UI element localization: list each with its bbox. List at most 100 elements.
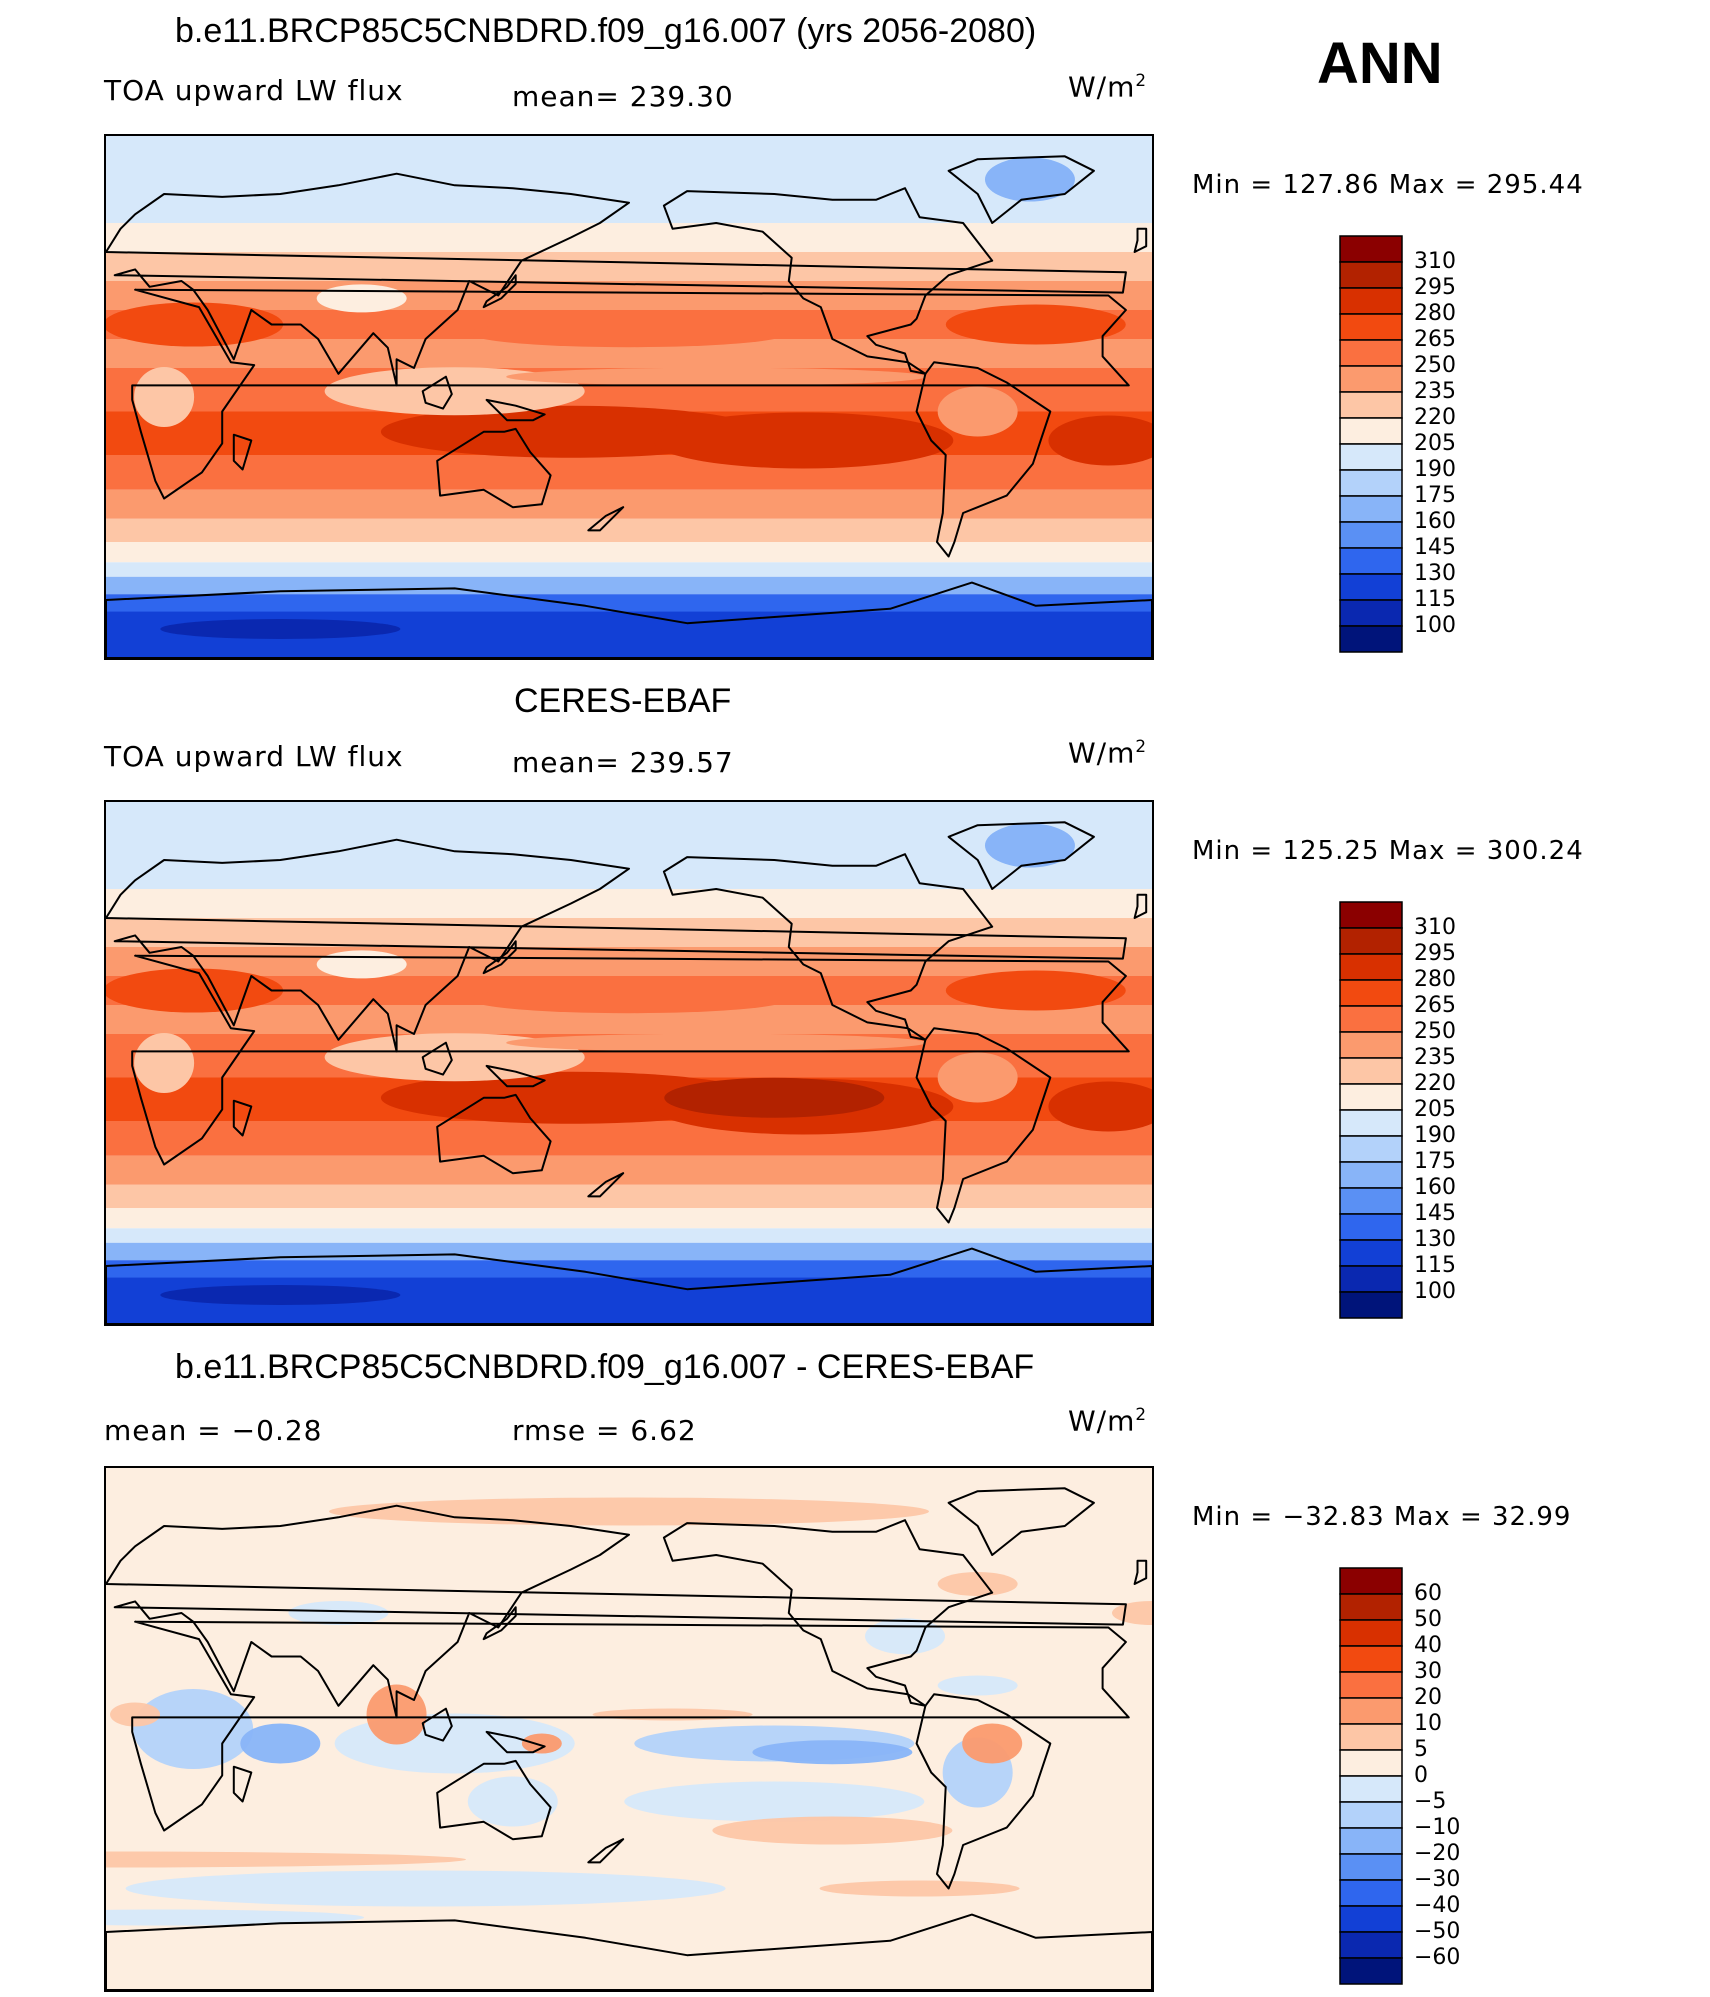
- panel-2-coastline: [662, 853, 994, 1041]
- panel-2-mean-label: mean= 239.57: [512, 746, 734, 779]
- panel-2-colorbar-tick-label: 250: [1414, 1019, 1456, 1044]
- panel-1-colorbar-swatch: [1339, 391, 1403, 419]
- panel-1-colorbar-tick-label: 175: [1414, 483, 1456, 508]
- panel-2-coastline: [947, 821, 1095, 890]
- panel-2-coastline: [485, 1064, 546, 1088]
- panel-1-coastline: [947, 155, 1095, 224]
- panel-3-units: W/m2: [1068, 1404, 1148, 1438]
- panel-3-colorbar-tick-label: 30: [1414, 1659, 1442, 1684]
- panel-3-rmse-label: rmse = 6.62: [512, 1414, 697, 1447]
- panel-1-variable-label: TOA upward LW flux: [104, 74, 404, 107]
- panel-3-colorbar-tick-label: −60: [1414, 1945, 1461, 1970]
- panel-1-colorbar-swatch: [1339, 469, 1403, 497]
- panel-3-mean-label: mean = −0.28: [104, 1414, 323, 1447]
- panel-1-colorbar-tick-label: 100: [1414, 613, 1456, 638]
- panel-3-colorbar-tick-label: 20: [1414, 1685, 1442, 1710]
- panel-1-colorbar-tick-label: 160: [1414, 509, 1456, 534]
- panel-3-colorbar-tick-label: 0: [1414, 1763, 1428, 1788]
- panel-1-coastline: [485, 398, 546, 422]
- panel-2-coastline: [106, 838, 1127, 1053]
- panel-3-colorbar-swatch: [1339, 1801, 1403, 1829]
- panel-2-colorbar-swatch: [1339, 927, 1403, 955]
- panel-1-colorbar-tick-label: 310: [1414, 249, 1456, 274]
- panel-1-colorbar-swatch: [1339, 599, 1403, 627]
- panel-2-coastline: [131, 954, 1130, 1166]
- panel-1-coastline: [662, 187, 994, 375]
- panel-2-variable-label: TOA upward LW flux: [104, 740, 404, 773]
- panel-3-colorbar-swatch: [1339, 1775, 1403, 1803]
- panel-1-coastline: [106, 172, 1127, 387]
- panel-2-map: [104, 800, 1154, 1326]
- panel-1-coastline: [1133, 227, 1148, 253]
- panel-1-colorbar-swatch: [1339, 261, 1403, 289]
- panel-2-coastline: [421, 1041, 453, 1076]
- panel-1-colorbar-swatch: [1339, 521, 1403, 549]
- panel-2-colorbar-tick-label: 115: [1414, 1253, 1456, 1278]
- panel-2-colorbar: 310 295 280 265 250 235 220 205 190 175 160 145 130 1…: [1338, 900, 1456, 1319]
- panel-1-map: [104, 134, 1154, 660]
- panel-2-colorbar-tick-label: 160: [1414, 1175, 1456, 1200]
- panel-3-colorbar-swatch: [1339, 1697, 1403, 1725]
- panel-2-units: W/m2: [1068, 736, 1148, 770]
- panel-1-colorbar-swatch: [1339, 443, 1403, 471]
- panel-3-colorbar-tick-label: 50: [1414, 1607, 1442, 1632]
- panel-2-colorbar-swatch: [1339, 1291, 1403, 1319]
- panel-2-colorbar-swatch: [1339, 1031, 1403, 1059]
- panel-1-coastline: [915, 361, 1052, 558]
- panel-1-coastline: [482, 274, 517, 309]
- panel-3-colorbar-swatch: [1339, 1645, 1403, 1673]
- panel-2-colorbar-swatch: [1339, 1161, 1403, 1189]
- panel-2-colorbar-swatch: [1339, 1057, 1403, 1085]
- panel-2-colorbar-swatch: [1339, 1135, 1403, 1163]
- panel-1-colorbar-swatch: [1339, 365, 1403, 393]
- panel-1-coastline: [421, 375, 453, 410]
- panel-3-colorbar-swatch: [1339, 1853, 1403, 1881]
- panel-2-colorbar-swatch: [1339, 1213, 1403, 1241]
- panel-1-colorbar-swatch: [1339, 573, 1403, 601]
- panel-2-coastline: [232, 1099, 253, 1137]
- panel-1-colorbar-tick-label: 295: [1414, 275, 1456, 300]
- panel-1-colorbar-tick-label: 115: [1414, 587, 1456, 612]
- panel-1-title: b.e11.BRCP85C5CNBDRD.f09_g16.007 (yrs 20…: [175, 12, 1037, 50]
- panel-3-colorbar-tick-label: 40: [1414, 1633, 1442, 1658]
- panel-1-mean-label: mean= 239.30: [512, 80, 734, 113]
- season-label: ANN: [1317, 31, 1443, 96]
- panel-1-colorbar-tick-label: 130: [1414, 561, 1456, 586]
- panel-3-coastline: [485, 1730, 546, 1754]
- panel-2-colorbar-tick-label: 145: [1414, 1201, 1456, 1226]
- panel-3-colorbar-swatch: [1339, 1957, 1403, 1985]
- panel-1-colorbar-tick-label: 205: [1414, 431, 1456, 456]
- panel-2-coastline: [915, 1027, 1052, 1224]
- panel-2-colorbar-tick-label: 100: [1414, 1279, 1456, 1304]
- panel-3-colorbar-swatch: [1339, 1671, 1403, 1699]
- panel-1-colorbar-swatch: [1339, 417, 1403, 445]
- panel-2-colorbar-tick-label: 190: [1414, 1123, 1456, 1148]
- panel-2-colorbar-tick-label: 280: [1414, 967, 1456, 992]
- panel-1-colorbar-tick-label: 220: [1414, 405, 1456, 430]
- panel-3-coastline: [106, 1913, 1152, 1990]
- panel-2-colorbar-tick-label: 235: [1414, 1045, 1456, 1070]
- panel-2-colorbar-tick-label: 265: [1414, 993, 1456, 1018]
- panel-2-coastline: [1133, 893, 1148, 919]
- panel-3-map: [104, 1466, 1154, 1992]
- panel-1-colorbar-tick-label: 235: [1414, 379, 1456, 404]
- panel-3-coastline: [915, 1693, 1052, 1890]
- panel-3-coastline: [232, 1765, 253, 1803]
- panel-2-colorbar-tick-label: 175: [1414, 1149, 1456, 1174]
- panel-3-colorbar-swatch: [1339, 1905, 1403, 1933]
- panel-3-coastline: [131, 1620, 1130, 1832]
- panel-3-colorbar-swatch: [1339, 1827, 1403, 1855]
- panel-2-coastline: [436, 1093, 552, 1175]
- panel-1-minmax: Min = 127.86 Max = 295.44: [1192, 170, 1584, 200]
- panel-3-coastline: [662, 1519, 994, 1707]
- panel-2-colorbar-swatch: [1339, 1239, 1403, 1267]
- panel-1-coastline: [436, 427, 552, 509]
- panel-2-colorbar-tick-label: 295: [1414, 941, 1456, 966]
- panel-1-colorbar-tick-label: 250: [1414, 353, 1456, 378]
- panel-3-coastline: [106, 1504, 1127, 1719]
- panel-2-colorbar-tick-label: 220: [1414, 1071, 1456, 1096]
- panel-2-minmax: Min = 125.25 Max = 300.24: [1192, 836, 1584, 866]
- panel-2-colorbar-swatch: [1339, 1187, 1403, 1215]
- panel-2-coastline: [482, 940, 517, 975]
- panel-3-colorbar-swatch: [1339, 1931, 1403, 1959]
